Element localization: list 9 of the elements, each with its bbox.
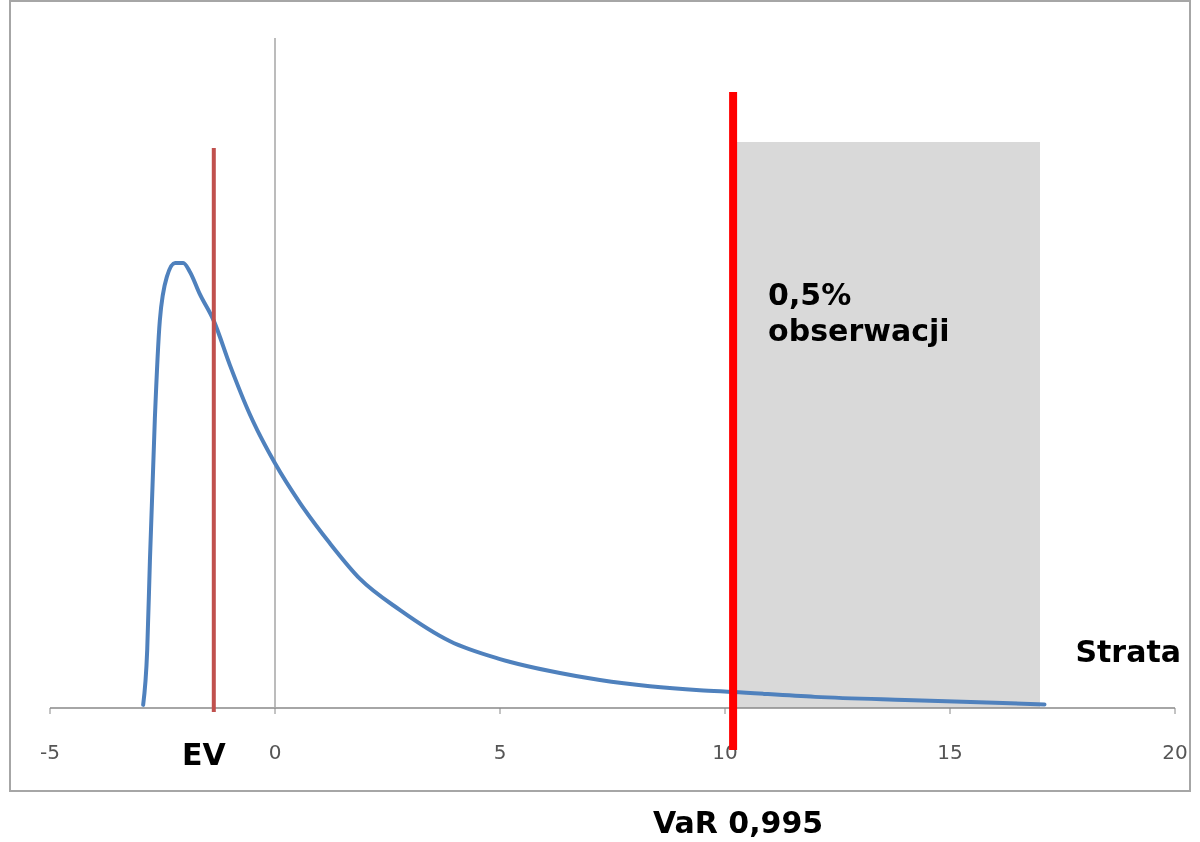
x-tick-label: 15 bbox=[937, 740, 963, 764]
x-tick-label: 5 bbox=[493, 740, 507, 764]
ref-line-label: VaR 0,995 bbox=[652, 805, 824, 840]
x-tick-label: 0 bbox=[268, 740, 282, 764]
x-axis-title: Strata bbox=[1075, 634, 1181, 669]
x-tick-label: 20 bbox=[1162, 740, 1188, 764]
ref-line-label: EV bbox=[181, 737, 227, 772]
band-label: 0,5% obserwacji bbox=[768, 277, 950, 348]
x-tick-label: -5 bbox=[40, 740, 60, 764]
